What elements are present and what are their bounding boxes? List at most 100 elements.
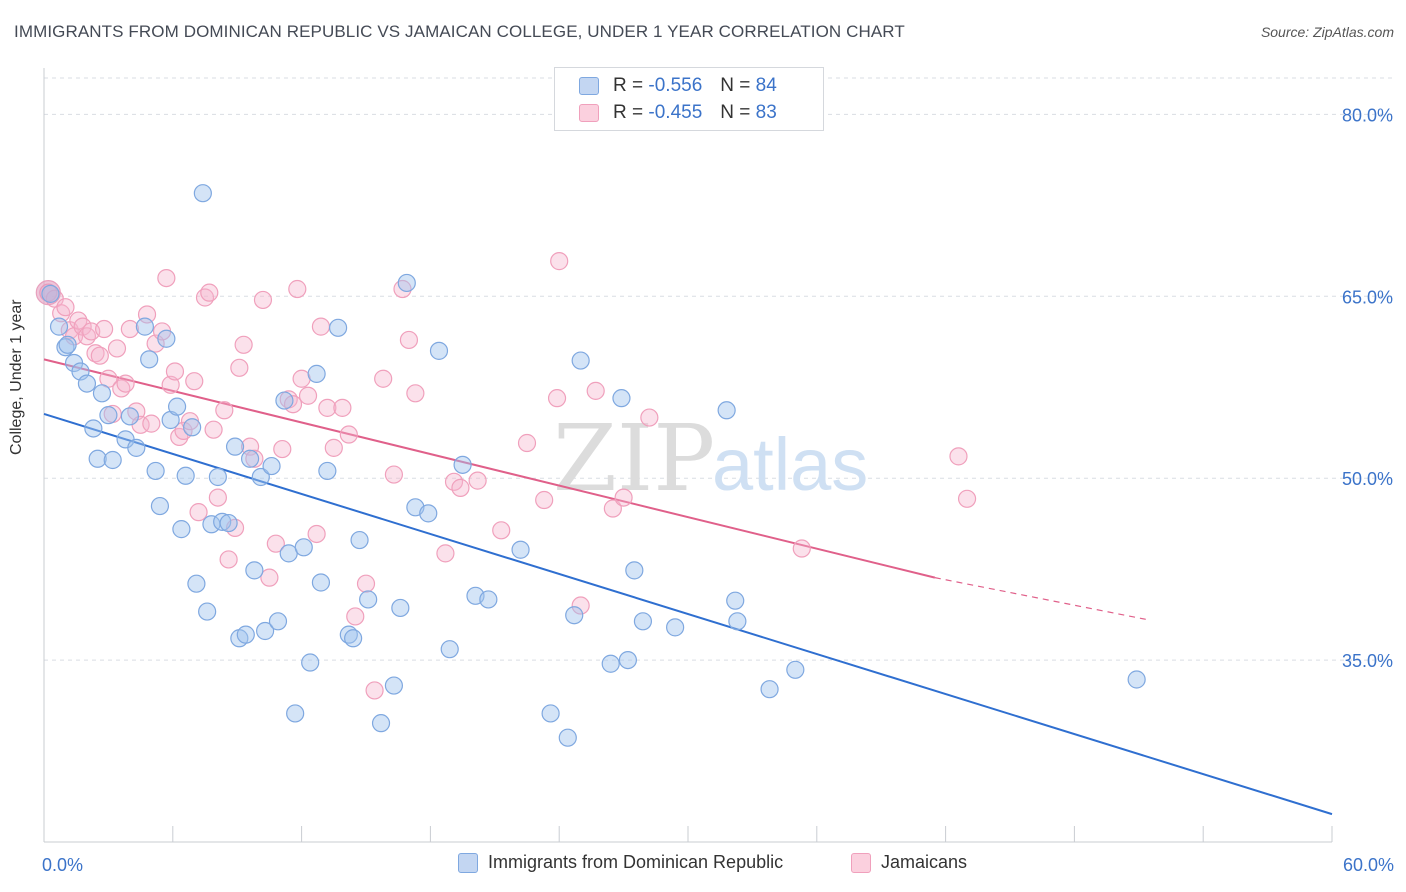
data-point (397, 273, 416, 293)
data-point (311, 573, 331, 592)
data-point (550, 252, 569, 271)
data-point (230, 358, 249, 377)
data-point (165, 362, 185, 381)
data-point (1127, 670, 1146, 689)
data-point (189, 503, 208, 522)
bottom-legend-swatch-pink (851, 852, 871, 873)
data-point (612, 389, 631, 408)
data-point (56, 298, 75, 317)
data-point (251, 467, 270, 487)
data-point (135, 317, 154, 336)
data-point (640, 408, 659, 427)
data-point (586, 381, 605, 400)
data-point (90, 346, 109, 365)
data-point (625, 561, 644, 580)
data-point (344, 629, 363, 648)
data-point (215, 401, 234, 420)
data-point (88, 449, 107, 468)
trend-line-jamaicans (43, 358, 936, 579)
data-point (225, 437, 245, 456)
data-point (318, 461, 337, 481)
data-point (187, 574, 206, 593)
data-point (208, 467, 227, 487)
data-point (333, 398, 352, 417)
data-point (453, 455, 472, 474)
bottom-legend-jamaicans: Jamaicans (851, 852, 967, 873)
data-point (633, 612, 653, 631)
data-point (618, 650, 637, 670)
watermark-atlas: atlas (712, 423, 868, 506)
axes (43, 68, 1333, 843)
data-point (260, 568, 279, 587)
data-point (245, 561, 264, 580)
data-point (77, 374, 97, 393)
data-point (717, 401, 736, 420)
data-point (792, 539, 811, 558)
data-point (213, 512, 232, 531)
data-point (365, 681, 384, 700)
data-point (56, 338, 75, 357)
data-point (307, 524, 326, 544)
data-point (204, 420, 223, 439)
data-point (786, 660, 805, 679)
data-point (356, 574, 376, 593)
bottom-legend-swatch-blue (458, 852, 478, 873)
stats-legend: R = -0.556 N = 84 R = -0.455 N = 83 (554, 67, 824, 131)
data-point (120, 407, 139, 426)
data-point (571, 351, 590, 370)
data-point (268, 612, 288, 631)
data-point (193, 184, 212, 203)
data-point (294, 538, 313, 557)
data-point (728, 612, 747, 631)
y-tick-label: 50.0% (1342, 469, 1393, 489)
data-point (92, 384, 112, 403)
data-point (350, 530, 369, 550)
data-point (726, 591, 745, 610)
data-point (957, 489, 977, 508)
data-point (262, 456, 281, 476)
y-tick-label: 35.0% (1342, 651, 1393, 671)
data-point (116, 374, 135, 393)
trend-lines (43, 358, 1333, 816)
data-point (391, 598, 410, 618)
data-point (399, 330, 419, 350)
data-point (307, 364, 326, 383)
legend-row-jamaicans: R = -0.455 N = 83 (579, 101, 777, 125)
data-point (311, 317, 331, 336)
data-point (517, 433, 537, 453)
data-point (339, 425, 358, 444)
x-tick-label: 60.0% (1343, 855, 1394, 875)
data-point (142, 414, 161, 433)
legend-n-value: 84 (755, 75, 777, 96)
data-point (99, 406, 118, 425)
data-point (419, 504, 438, 523)
watermark-zip: ZIP (553, 405, 715, 512)
data-point (384, 676, 404, 695)
data-point (558, 728, 577, 747)
data-point (298, 386, 318, 405)
data-point (73, 317, 92, 336)
data-point (429, 341, 449, 360)
data-point (324, 438, 343, 457)
data-point (41, 284, 60, 303)
data-point (371, 714, 391, 733)
data-point (127, 438, 146, 457)
data-point (288, 279, 307, 299)
legend-r-label: R = (613, 102, 644, 123)
data-point (286, 704, 305, 723)
data-point (183, 418, 202, 437)
data-point (103, 450, 122, 470)
y-tick-label: 80.0% (1342, 105, 1393, 125)
legend-r-value: -0.455 (648, 102, 703, 123)
data-point (167, 397, 187, 416)
data-point (601, 654, 620, 673)
bottom-legend-dominican: Immigrants from Dominican Republic (458, 852, 783, 873)
data-point (318, 398, 337, 417)
legend-r-value: -0.556 (648, 75, 703, 96)
data-point (301, 653, 320, 672)
data-point (157, 329, 176, 348)
y-tick-label: 65.0% (1342, 287, 1393, 307)
legend-swatch-blue (579, 77, 599, 95)
legend-n-label: N = (720, 75, 751, 96)
data-point (219, 513, 238, 533)
